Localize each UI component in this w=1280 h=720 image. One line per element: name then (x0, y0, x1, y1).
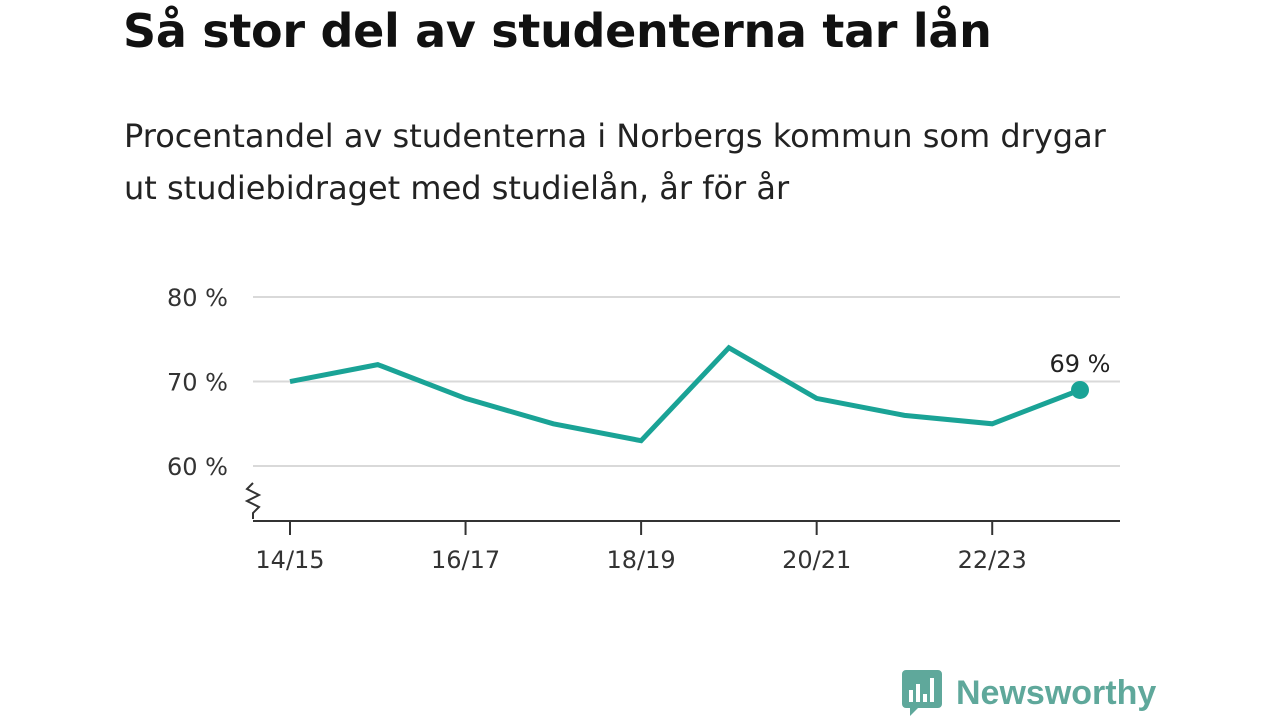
y-tick-label: 60 % (167, 453, 228, 481)
last-value-label: 69 % (1050, 350, 1111, 378)
x-tick-label: 16/17 (431, 546, 500, 574)
axis-break-mark (244, 482, 262, 519)
y-tick-label: 80 % (167, 284, 228, 312)
x-axis (244, 482, 1120, 522)
series (289, 344, 1089, 444)
gridlines (253, 296, 1120, 468)
data-labels: 69 % (1050, 350, 1111, 378)
y-axis-ticks: 60 % 70 % 80 % (167, 284, 228, 481)
x-tick-label: 18/19 (607, 546, 676, 574)
chart-title: Så stor del av studenterna tar lån (123, 4, 992, 58)
x-axis-ticks: 14/15 16/17 18/19 20/21 22/23 (255, 521, 1027, 574)
bar-chart-speech-bubble-icon (902, 670, 942, 716)
newsworthy-logo: Newsworthy (902, 668, 1156, 718)
series-line (289, 344, 1081, 444)
x-tick-label: 20/21 (782, 546, 851, 574)
brand-name: Newsworthy (956, 673, 1157, 712)
y-tick-label: 70 % (167, 369, 228, 397)
x-tick-label: 14/15 (255, 546, 324, 574)
last-data-point (1071, 380, 1089, 399)
chart-subtitle: Procentandel av studenterna i Norbergs k… (124, 117, 1106, 207)
x-tick-label: 22/23 (958, 546, 1027, 574)
